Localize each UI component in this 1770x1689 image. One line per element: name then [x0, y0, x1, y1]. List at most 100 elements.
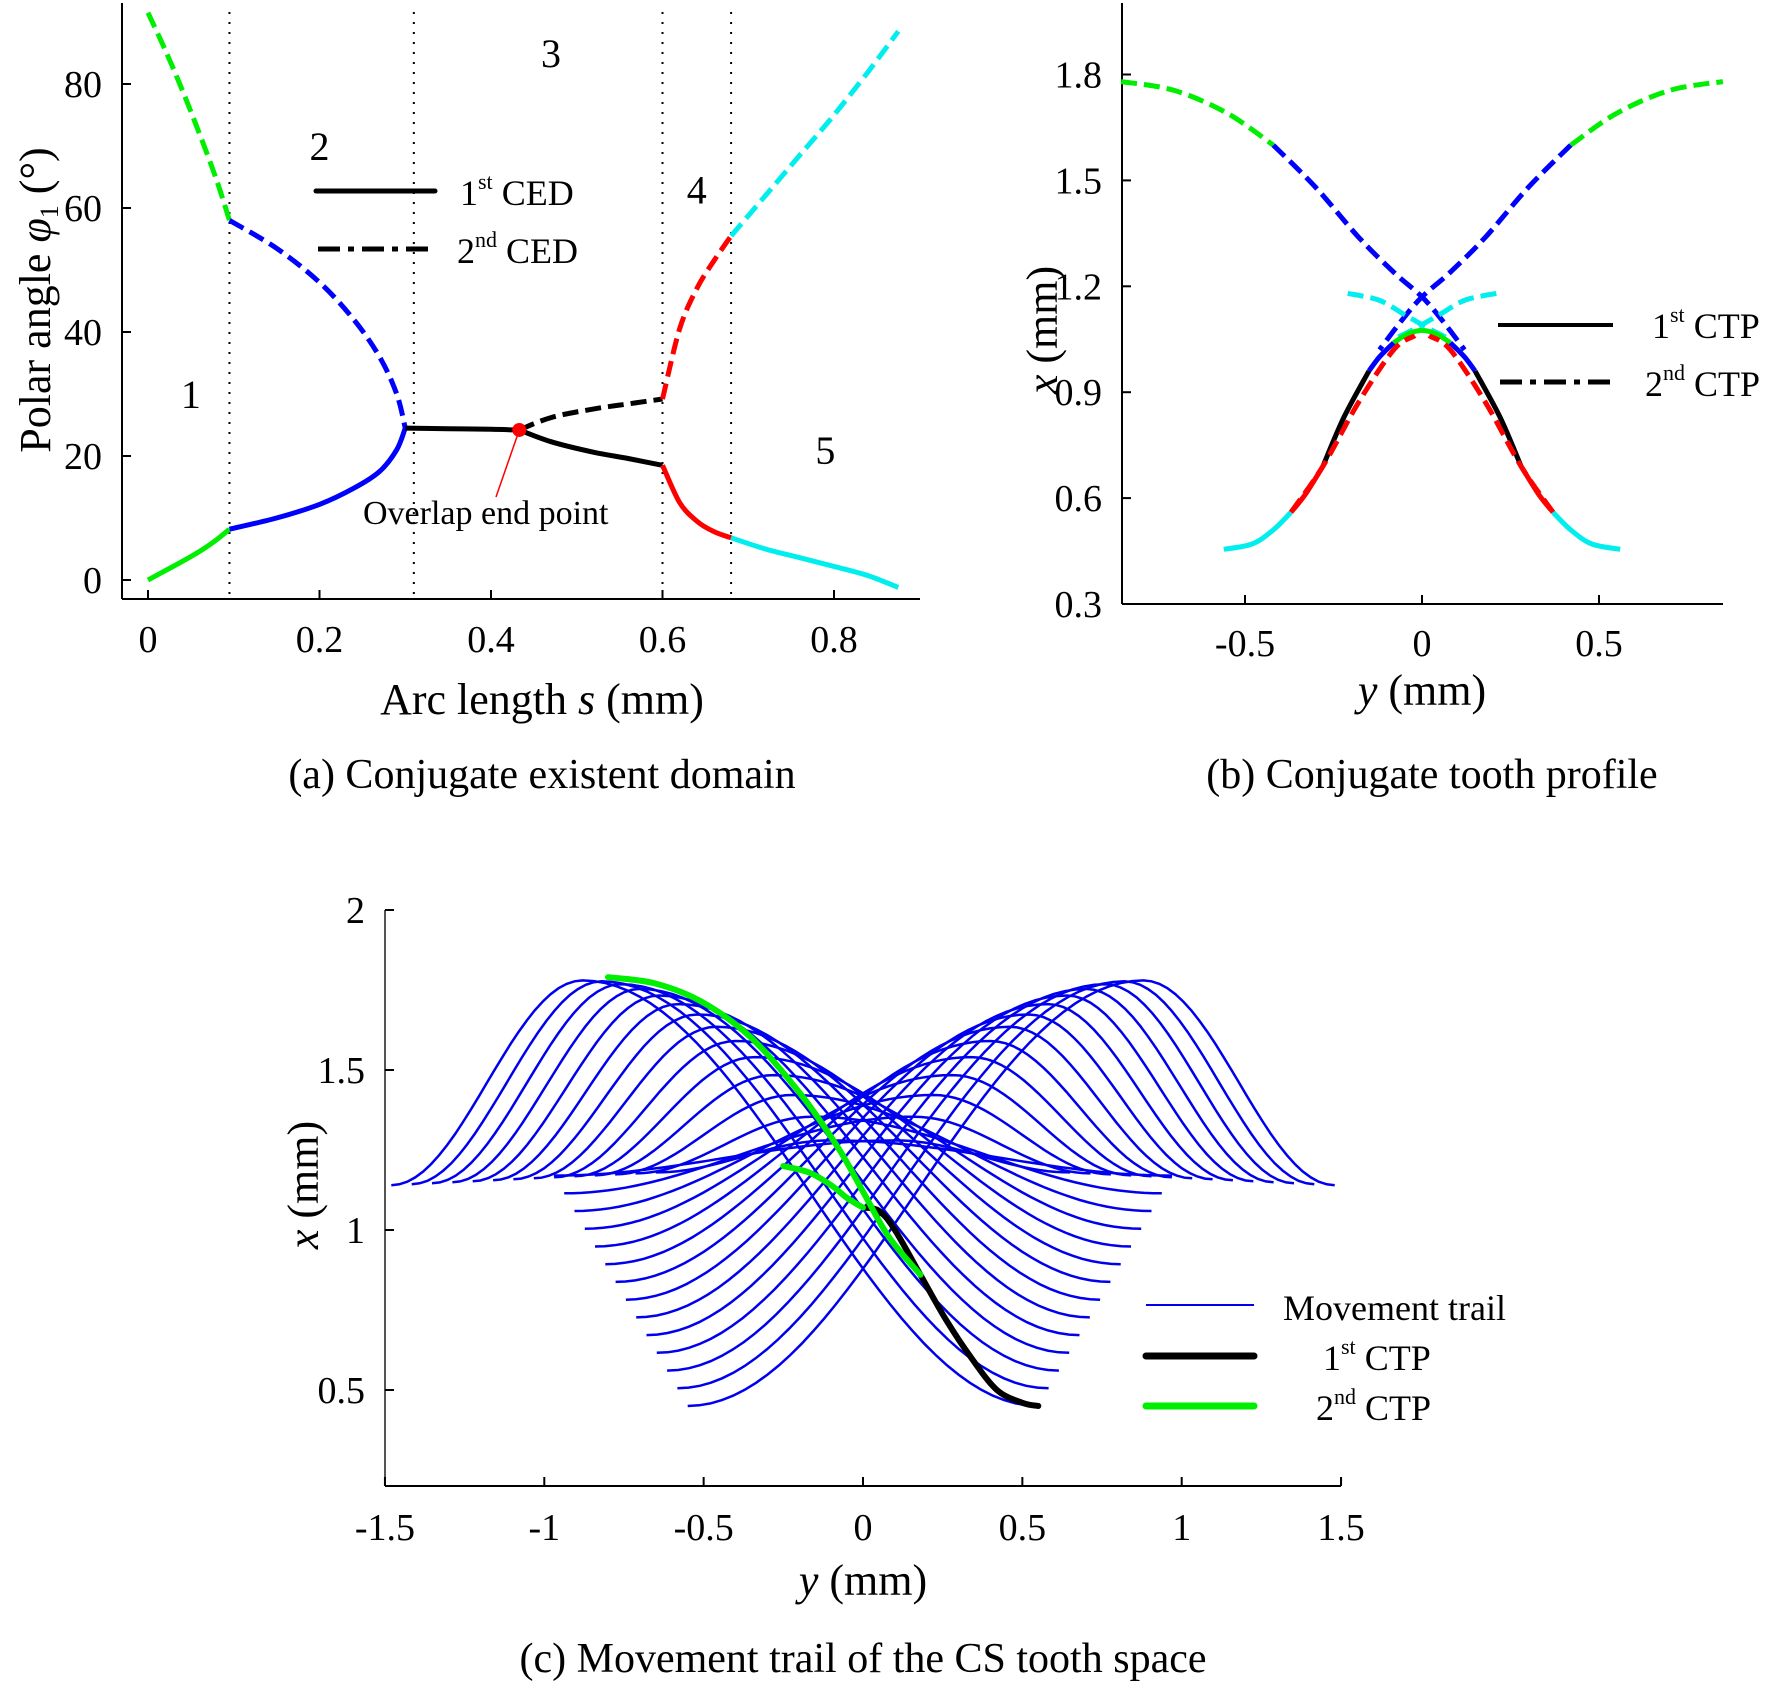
- panel-a-conjugate-existent-domain: 0 0.2 0.4 0.6 0.8 0 20 40 60 80 1 2 3 4 5 1st CED 2n…: [11, 3, 920, 798]
- y-tick-label: 1.2: [1055, 266, 1103, 308]
- series-group: [145, 11, 901, 590]
- legend: 1st CED 2nd CED: [313, 169, 578, 271]
- series-line: [228, 427, 408, 532]
- y-tick-label: 1.8: [1055, 55, 1103, 97]
- movement-trail-curve: [574, 1055, 1132, 1248]
- y-tick-label: 80: [64, 64, 102, 106]
- y-tick-label: 0.3: [1055, 584, 1103, 626]
- legend-label-2nd-ced: 2nd CED: [457, 227, 578, 271]
- x-axis-title: y (mm): [795, 1556, 927, 1605]
- x-tick-label: 0: [854, 1507, 873, 1549]
- movement-trail-curve: [615, 1093, 1152, 1213]
- ctp-line: [605, 974, 924, 1278]
- movement-trail-curve: [554, 1039, 1121, 1266]
- series-line: [1472, 369, 1524, 468]
- panel-c-movement-trail: -1.5 -1 -0.5 0 0.5 1 1.5 0.5 1 1.5 2 Movement tra…: [279, 890, 1506, 1682]
- y-tick-label: 1: [346, 1210, 365, 1252]
- x-tick-label: 0: [139, 619, 158, 661]
- movement-trail-curve: [594, 1073, 1142, 1231]
- legend-label-2nd-ctp: 2nd CTP: [1316, 1384, 1431, 1428]
- legend-label-movement-trail: Movement trail: [1283, 1288, 1506, 1328]
- series-line: [1551, 510, 1621, 552]
- y-axis-title: x (mm): [279, 1121, 328, 1250]
- region-label: 5: [815, 428, 835, 473]
- movement-trail-curve: [615, 1025, 1193, 1284]
- y-tick-label: 0.6: [1055, 478, 1103, 520]
- x-ticks: -1.5 -1 -0.5 0 0.5 1 1.5: [355, 1477, 1365, 1549]
- movement-trail-curve: [564, 1115, 1091, 1195]
- series-line: [1271, 143, 1467, 352]
- y-tick-label: 2: [346, 890, 365, 932]
- ctp-line: [780, 1163, 866, 1211]
- series-line: [146, 527, 232, 583]
- x-tick-label: 0: [1413, 623, 1432, 665]
- movement-trail-curve: [584, 1073, 1132, 1231]
- x-ticks: 0 0.2 0.4 0.6 0.8: [139, 590, 858, 661]
- y-tick-label: 0: [83, 560, 102, 602]
- x-ticks: -0.5 0 0.5: [1215, 595, 1623, 665]
- x-tick-label: 0.2: [296, 619, 344, 661]
- ctp-line: [860, 1204, 1042, 1409]
- y-ticks: 0 20 40 60 80: [64, 64, 131, 602]
- series-line: [730, 535, 900, 590]
- x-tick-label: -1: [528, 1507, 560, 1549]
- series-line: [1223, 510, 1293, 552]
- legend-label-1st-ctp: 1st CTP: [1323, 1334, 1431, 1378]
- movement-trail-curves: [391, 979, 1335, 1408]
- series-line: [1427, 333, 1556, 514]
- y-tick-label: 1.5: [318, 1050, 366, 1092]
- x-tick-label: -0.5: [1215, 623, 1275, 665]
- series-line: [1288, 333, 1417, 514]
- annotation-pointer: [495, 429, 521, 498]
- y-axis-title: Polar angle φ1 (°): [11, 147, 64, 452]
- series-line: [660, 234, 734, 400]
- movement-trail-curve: [655, 1139, 1173, 1177]
- movement-trail-curve: [677, 980, 1315, 1390]
- x-tick-label: 1.5: [1317, 1507, 1365, 1549]
- y-tick-label: 40: [64, 312, 102, 354]
- y-ticks: 0.5 1 1.5 2: [318, 890, 394, 1412]
- movement-trail-curve: [431, 982, 1059, 1372]
- x-tick-label: 0.5: [1575, 623, 1623, 665]
- y-ticks: 0.3 0.6 0.9 1.2 1.5 1.8: [1055, 55, 1131, 626]
- x-axis-title: Arc length s (mm): [380, 675, 704, 724]
- series-line: [228, 218, 408, 429]
- movement-trail-curve: [594, 1055, 1152, 1248]
- series-line: [729, 29, 901, 238]
- annotation-label: Overlap end point: [363, 495, 609, 532]
- movement-trail-curve: [574, 1093, 1111, 1213]
- ctp-series: [605, 974, 1042, 1409]
- series-line: [1569, 79, 1724, 148]
- series-line: [1320, 369, 1372, 468]
- series-group: [1120, 79, 1724, 552]
- y-tick-label: 0.9: [1055, 372, 1103, 414]
- legend: 1st CTP 2nd CTP: [1498, 302, 1760, 404]
- movement-trail-curve: [646, 994, 1254, 1337]
- x-tick-label: 0.5: [999, 1507, 1047, 1549]
- caption-a: (a) Conjugate existent domain: [288, 752, 795, 798]
- series-line: [518, 396, 663, 433]
- series-line: [660, 464, 732, 541]
- region-label: 3: [541, 31, 561, 76]
- movement-trail-curve: [411, 980, 1049, 1390]
- movement-trail-curve: [656, 987, 1274, 1355]
- overlap-annotation: Overlap end point: [363, 422, 609, 532]
- y-tick-label: 20: [64, 436, 102, 478]
- movement-trail-curve: [553, 1139, 1071, 1177]
- series-line: [1392, 327, 1452, 345]
- caption-c: (c) Movement trail of the CS tooth space: [520, 1636, 1207, 1682]
- legend-label-1st-ctp: 1st CTP: [1652, 302, 1760, 346]
- y-tick-label: 1.5: [1055, 160, 1103, 202]
- region-labels: 1 2 3 4 5: [181, 31, 836, 473]
- series-line: [1120, 79, 1275, 148]
- region-label: 2: [310, 124, 330, 169]
- y-tick-label: 60: [64, 188, 102, 230]
- x-axis-title: y (mm): [1354, 666, 1486, 715]
- x-tick-label: -1.5: [355, 1507, 415, 1549]
- x-tick-label: 0.6: [639, 619, 687, 661]
- legend: Movement trail 1st CTP 2nd CTP: [1142, 1288, 1506, 1428]
- series-line: [1377, 143, 1573, 352]
- overlap-end-point-marker: [512, 422, 527, 437]
- x-tick-label: -0.5: [674, 1507, 734, 1549]
- series-line: [405, 425, 520, 433]
